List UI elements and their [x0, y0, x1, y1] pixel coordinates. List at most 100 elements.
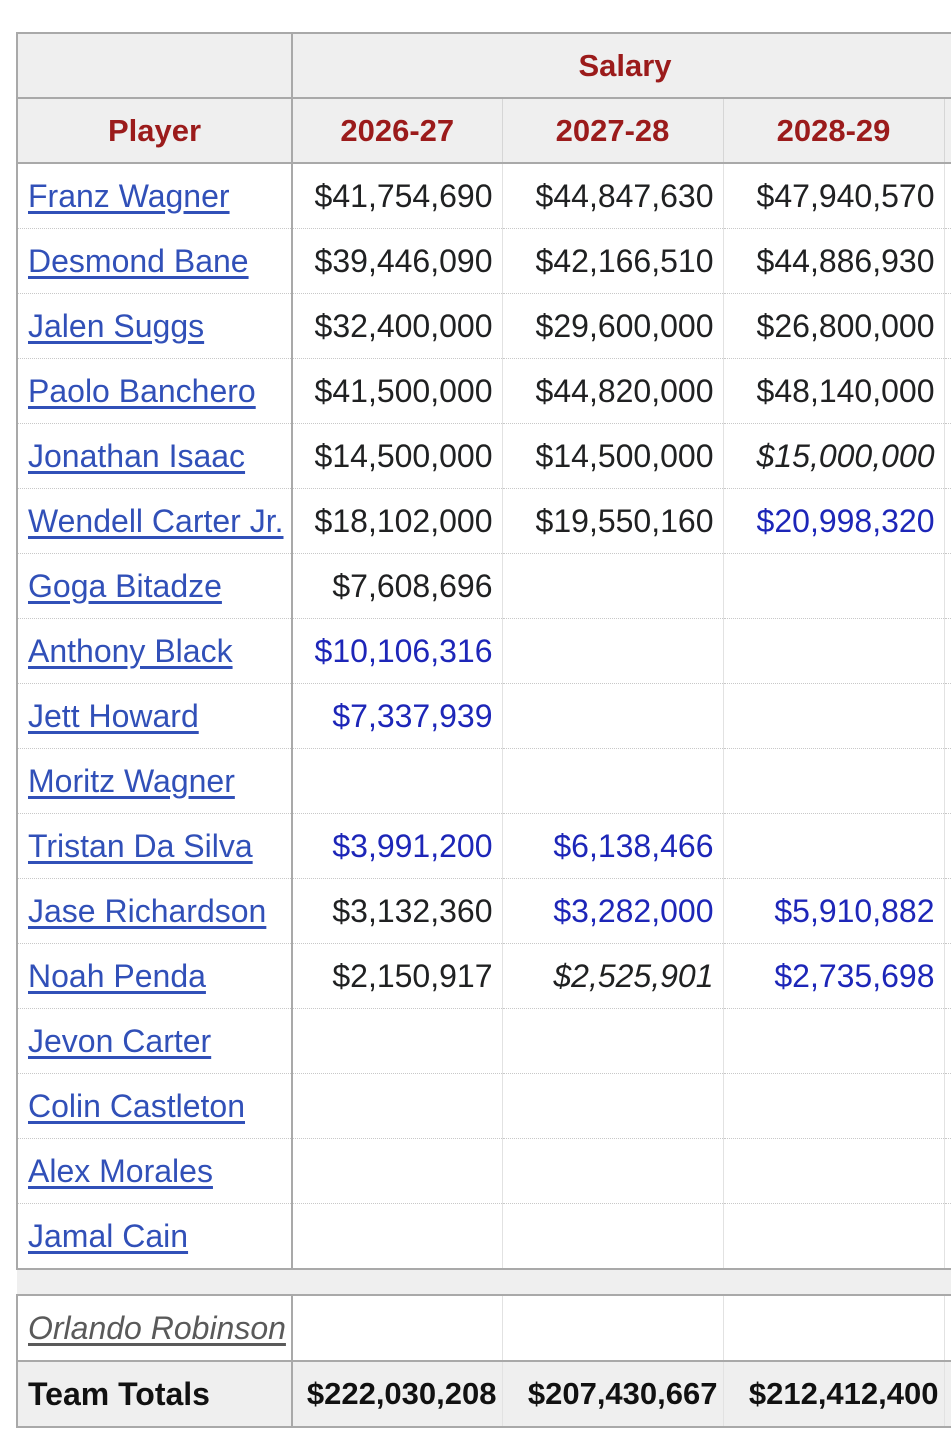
player-link[interactable]: Noah Penda [28, 957, 206, 994]
salary-cell [722, 1073, 944, 1139]
extra-header-cell [943, 97, 951, 164]
extra-cell [943, 293, 951, 359]
salary-cell: $32,400,000 [291, 293, 502, 359]
player-link[interactable]: Desmond Bane [28, 242, 249, 279]
salary-cell [501, 683, 723, 749]
salary-cell [722, 1295, 944, 1362]
salary-cell [722, 1008, 944, 1074]
salary-cell [291, 1203, 502, 1270]
player-link[interactable]: Jamal Cain [28, 1217, 189, 1254]
salary-cell [501, 553, 723, 619]
extra-cell [943, 228, 951, 294]
extra-cell [943, 553, 951, 619]
salary-cell-team-option: $2,735,698 [722, 943, 944, 1009]
salary-cell [501, 1073, 723, 1139]
extra-cell [943, 878, 951, 944]
table-row: Noah Penda $2,150,917 $2,525,901 $2,735,… [16, 943, 951, 1009]
extra-cell [943, 1073, 951, 1139]
salary-cell: $7,608,696 [291, 553, 502, 619]
extra-cell [943, 488, 951, 554]
player-link[interactable]: Goga Bitadze [28, 567, 222, 604]
player-cell: Anthony Black [16, 618, 293, 684]
player-link[interactable]: Paolo Banchero [28, 372, 256, 409]
year-header-3: 2028-29 [722, 97, 945, 164]
salary-cell-team-option: $20,998,320 [722, 488, 944, 554]
extra-cell [943, 163, 951, 229]
table-row: Jonathan Isaac $14,500,000 $14,500,000 $… [16, 423, 951, 489]
salary-cell: $3,132,360 [291, 878, 502, 944]
team-totals-row: Team Totals $222,030,208 $207,430,667 $2… [16, 1361, 951, 1428]
total-cell: $222,030,208 [291, 1361, 502, 1428]
year-header-2: 2027-28 [501, 97, 724, 164]
player-link[interactable]: Franz Wagner [28, 177, 230, 214]
player-cell: Franz Wagner [16, 163, 293, 229]
table-row: Wendell Carter Jr. $18,102,000 $19,550,1… [16, 488, 951, 554]
salary-cell [291, 1008, 502, 1074]
extra-cell [943, 1008, 951, 1074]
salary-cell: $47,940,570 [722, 163, 944, 229]
salary-cell [291, 1138, 502, 1204]
salary-cell-team-option: $6,138,466 [501, 813, 723, 879]
total-cell: $207,430,667 [501, 1361, 723, 1428]
extra-cell [943, 1295, 951, 1362]
salary-cell: $42,166,510 [501, 228, 723, 294]
player-link[interactable]: Anthony Black [28, 632, 233, 669]
player-column-header: Player [16, 97, 293, 164]
salary-cell [501, 1008, 723, 1074]
salary-cell: $29,600,000 [501, 293, 723, 359]
player-link[interactable]: Jonathan Isaac [28, 437, 246, 474]
player-link[interactable]: Jase Richardson [28, 892, 267, 929]
player-link[interactable]: Moritz Wagner [28, 762, 235, 799]
table-row: Jett Howard $7,337,939 [16, 683, 951, 749]
player-cell: Jamal Cain [16, 1203, 293, 1270]
extra-cell [943, 423, 951, 489]
table-row: Desmond Bane $39,446,090 $42,166,510 $44… [16, 228, 951, 294]
salary-cell [722, 1138, 944, 1204]
salary-cell: $19,550,160 [501, 488, 723, 554]
group-header-row: Salary [16, 32, 951, 99]
salary-cell: $44,847,630 [501, 163, 723, 229]
player-link[interactable]: Orlando Robinson [28, 1309, 286, 1346]
player-link[interactable]: Alex Morales [28, 1152, 213, 1189]
player-cell: Orlando Robinson [16, 1295, 293, 1362]
salary-cell: $2,150,917 [291, 943, 502, 1009]
extra-cell [943, 748, 951, 814]
column-header-row: Player 2026-27 2027-28 2028-29 [16, 97, 951, 164]
salary-cell [291, 1295, 502, 1362]
salary-cell: $18,102,000 [291, 488, 502, 554]
salary-cell [501, 1138, 723, 1204]
salary-cell-team-option: $5,910,882 [722, 878, 944, 944]
player-link[interactable]: Wendell Carter Jr. [28, 502, 284, 539]
player-link[interactable]: Jett Howard [28, 697, 199, 734]
player-cell: Jalen Suggs [16, 293, 293, 359]
player-cell: Wendell Carter Jr. [16, 488, 293, 554]
salary-cell [722, 813, 944, 879]
salary-cell [722, 1203, 944, 1270]
dead-cap-row: Orlando Robinson [16, 1295, 951, 1362]
player-link[interactable]: Jalen Suggs [28, 307, 205, 344]
table-row: Paolo Banchero $41,500,000 $44,820,000 $… [16, 358, 951, 424]
extra-cell [943, 358, 951, 424]
salary-cell: $44,820,000 [501, 358, 723, 424]
table-row: Moritz Wagner [16, 748, 951, 814]
table-row: Jase Richardson $3,132,360 $3,282,000 $5… [16, 878, 951, 944]
salary-cell [291, 748, 502, 814]
player-link[interactable]: Colin Castleton [28, 1087, 245, 1124]
salary-cell-team-option: $7,337,939 [291, 683, 502, 749]
salary-cell-non-guaranteed: $2,525,901 [501, 943, 723, 1009]
player-cell: Desmond Bane [16, 228, 293, 294]
extra-cell [943, 813, 951, 879]
salary-cell-team-option: $3,282,000 [501, 878, 723, 944]
extra-cell [943, 1361, 951, 1428]
player-link[interactable]: Tristan Da Silva [28, 827, 253, 864]
table-row: Jevon Carter [16, 1008, 951, 1074]
table-row: Anthony Black $10,106,316 [16, 618, 951, 684]
blank-header-cell [16, 32, 293, 99]
player-cell: Jase Richardson [16, 878, 293, 944]
player-cell: Tristan Da Silva [16, 813, 293, 879]
table-row: Alex Morales [16, 1138, 951, 1204]
total-cell: $212,412,400 [722, 1361, 944, 1428]
table-row: Goga Bitadze $7,608,696 [16, 553, 951, 619]
player-link[interactable]: Jevon Carter [28, 1022, 212, 1059]
salary-cell: $14,500,000 [291, 423, 502, 489]
